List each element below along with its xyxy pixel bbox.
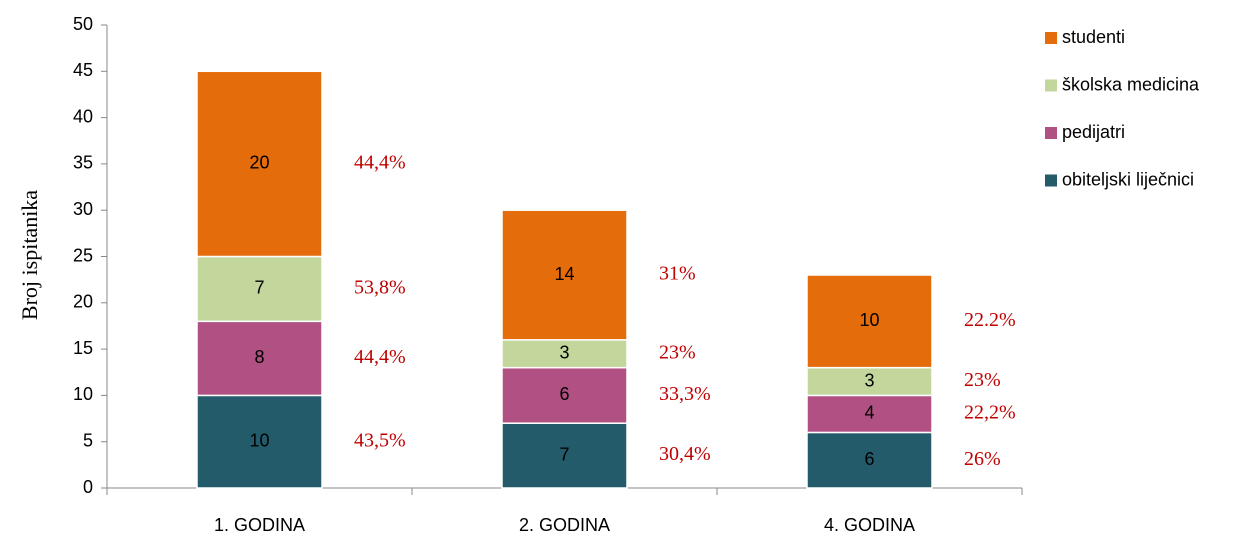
legend-swatch (1045, 174, 1057, 187)
annotation: 44,4% (354, 346, 406, 368)
bar-segment (501, 209, 628, 341)
bar-segment (806, 431, 933, 489)
annotation: 53,8% (354, 277, 406, 299)
segment-label: 20 (249, 153, 269, 173)
x-tick-label: 2. GODINA (519, 515, 610, 534)
segment-label: 4 (864, 403, 874, 423)
segment-label: 7 (559, 444, 569, 464)
annotation: 26% (964, 448, 1001, 470)
annotation: 43,5% (354, 429, 406, 451)
y-tick-label: 50 (73, 14, 93, 34)
x-tick-label: 4. GODINA (824, 515, 915, 534)
segment-label: 10 (859, 310, 879, 330)
bar-segment (501, 366, 628, 424)
bar-segment (806, 274, 933, 369)
annotation: 23% (659, 341, 696, 363)
legend-label: školska medicina (1062, 74, 1200, 94)
bar-segment (501, 422, 628, 489)
bar-segment (196, 394, 323, 489)
annotation: 23% (964, 369, 1001, 391)
y-tick-label: 30 (73, 199, 93, 219)
annotation: 22.2% (964, 309, 1016, 331)
annotation: 30,4% (659, 443, 711, 465)
bar-segment (196, 70, 323, 258)
y-tick-label: 40 (73, 106, 93, 126)
y-tick-label: 20 (73, 292, 93, 312)
segment-label: 8 (254, 347, 264, 367)
legend-label: pedijatri (1062, 122, 1125, 142)
y-tick-label: 15 (73, 338, 93, 358)
segment-label: 10 (249, 430, 269, 450)
y-tick-label: 10 (73, 384, 93, 404)
x-tick-label: 1. GODINA (214, 515, 305, 534)
y-tick-label: 35 (73, 153, 93, 173)
legend-label: studenti (1062, 27, 1125, 47)
legend-label: obiteljski liječnici (1062, 169, 1194, 189)
bar-segment (196, 320, 323, 397)
annotation: 44,4% (354, 151, 406, 173)
segment-label: 6 (864, 449, 874, 469)
segment-label: 6 (559, 384, 569, 404)
segment-label: 14 (554, 264, 574, 284)
y-tick-label: 45 (73, 60, 93, 80)
bar-segment (196, 255, 323, 323)
segment-label: 7 (254, 278, 264, 298)
legend-swatch (1045, 32, 1057, 44)
annotation: 33,3% (659, 383, 711, 405)
annotation: 22,2% (964, 402, 1016, 424)
legend-swatch (1045, 79, 1057, 92)
y-axis-label: Broj ispitanika (17, 190, 42, 320)
legend-swatch (1045, 127, 1057, 139)
bar-segment (806, 394, 933, 434)
y-tick-label: 25 (73, 245, 93, 265)
annotation: 31% (659, 263, 696, 285)
segment-label: 3 (864, 370, 874, 390)
y-tick-label: 5 (83, 430, 93, 450)
segment-label: 3 (559, 342, 569, 362)
y-tick-label: 0 (83, 477, 93, 497)
